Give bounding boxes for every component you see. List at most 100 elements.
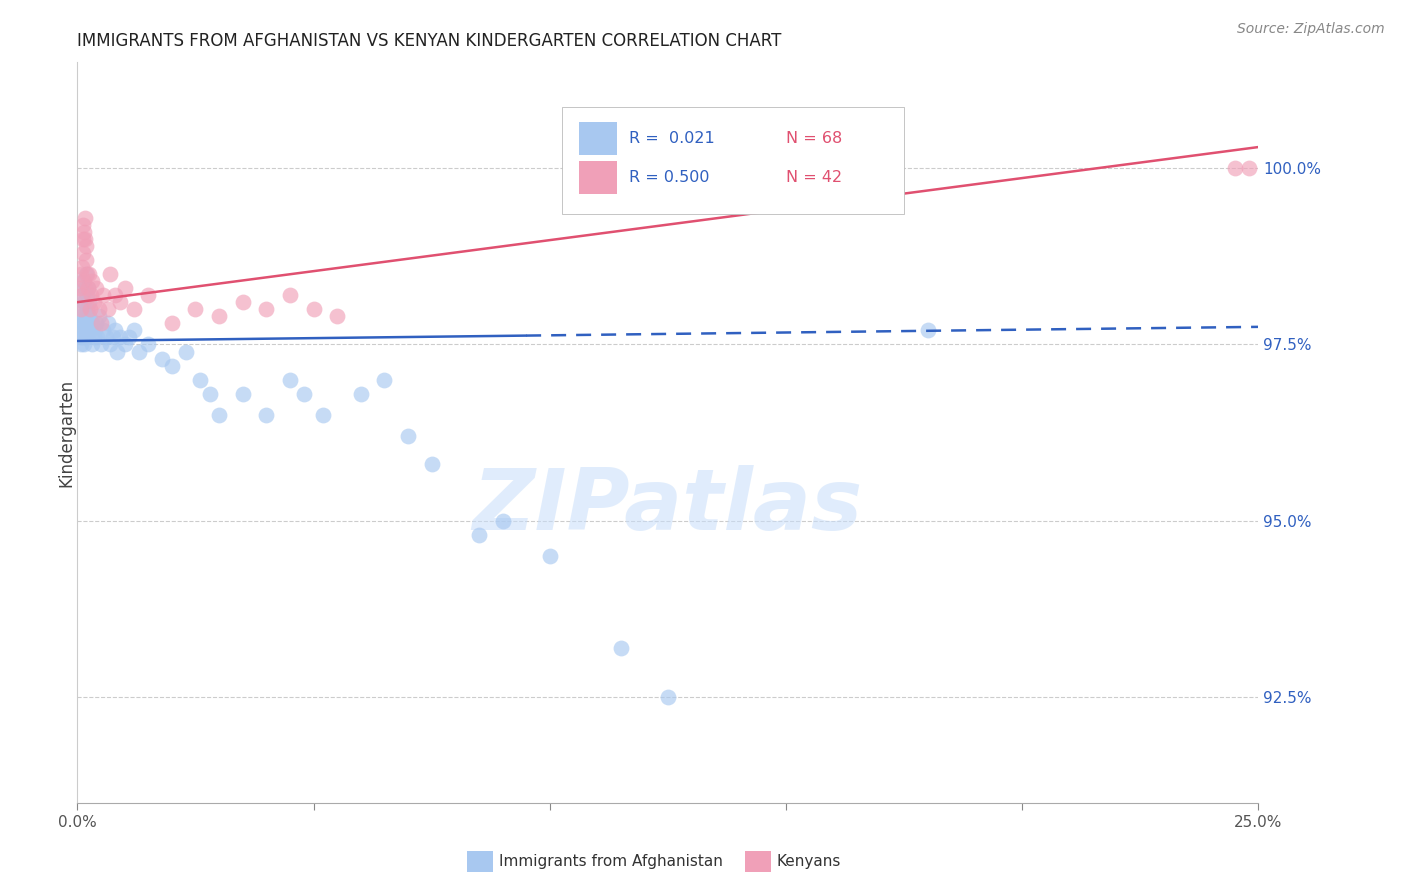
Point [87, 302, 110, 317]
Point [70, 260, 93, 274]
Bar [467, 851, 494, 871]
Point [79, 323, 101, 337]
Point [232, 295, 254, 310]
Point [70, 288, 93, 302]
Point [72, 245, 94, 260]
Point [1237, 161, 1260, 176]
Point [77, 281, 100, 295]
Point [73, 337, 96, 351]
Point [84, 323, 107, 337]
Point [72, 274, 94, 288]
Point [84, 316, 107, 330]
Point [80, 274, 103, 288]
Point [657, 690, 679, 704]
Point [609, 640, 631, 655]
Point [292, 387, 315, 401]
Point [72, 302, 94, 317]
Point [136, 288, 159, 302]
Point [100, 337, 122, 351]
Point [114, 337, 136, 351]
Point [90, 316, 112, 330]
Point [77, 267, 100, 281]
Point [491, 514, 513, 528]
Point [150, 351, 173, 366]
Point [97, 302, 120, 317]
Point [76, 316, 98, 330]
Point [69, 316, 91, 330]
Point [420, 458, 443, 472]
Point [198, 387, 221, 401]
Point [72, 232, 94, 246]
Point [1223, 161, 1246, 176]
Point [174, 344, 197, 359]
Text: Source: ZipAtlas.com: Source: ZipAtlas.com [1237, 22, 1385, 37]
Point [302, 302, 325, 317]
Point [70, 323, 93, 337]
Point [188, 373, 211, 387]
Point [83, 330, 105, 344]
Point [80, 316, 103, 330]
Point [91, 288, 114, 302]
Point [73, 281, 96, 295]
Point [396, 429, 419, 443]
Point [312, 408, 335, 422]
Point [70, 288, 93, 302]
Point [208, 310, 231, 324]
Point [75, 232, 97, 246]
Point [77, 310, 100, 324]
Point [72, 316, 94, 330]
Point [91, 323, 114, 337]
Point [69, 281, 91, 295]
Point [108, 295, 131, 310]
Point [160, 359, 183, 373]
Point [232, 387, 254, 401]
Point [84, 281, 107, 295]
Point [70, 302, 93, 317]
Point [69, 267, 91, 281]
Point [77, 295, 100, 310]
Point [75, 239, 97, 253]
Point [104, 323, 127, 337]
Text: N = 42: N = 42 [786, 169, 842, 185]
Point [73, 295, 96, 310]
Point [114, 281, 136, 295]
Point [326, 310, 349, 324]
Text: R =  0.021: R = 0.021 [628, 131, 714, 146]
Point [87, 310, 110, 324]
Point [184, 302, 207, 317]
Point [118, 330, 141, 344]
Point [75, 252, 97, 267]
Text: IMMIGRANTS FROM AFGHANISTAN VS KENYAN KINDERGARTEN CORRELATION CHART: IMMIGRANTS FROM AFGHANISTAN VS KENYAN KI… [77, 32, 782, 50]
Point [208, 408, 231, 422]
Point [104, 288, 127, 302]
Point [373, 373, 395, 387]
Point [79, 288, 101, 302]
Point [72, 218, 94, 232]
Point [278, 373, 301, 387]
Point [76, 288, 98, 302]
Point [97, 316, 120, 330]
Point [79, 302, 101, 317]
Point [73, 316, 96, 330]
Point [90, 337, 112, 351]
Point [350, 387, 373, 401]
Point [160, 316, 183, 330]
FancyBboxPatch shape [561, 107, 904, 214]
Point [75, 310, 97, 324]
Point [82, 337, 104, 351]
Text: Immigrants from Afghanistan: Immigrants from Afghanistan [499, 854, 723, 869]
Point [254, 408, 277, 422]
Text: N = 68: N = 68 [786, 131, 842, 146]
Point [136, 337, 159, 351]
Point [75, 267, 97, 281]
Point [86, 330, 108, 344]
Text: Kenyans: Kenyans [776, 854, 841, 869]
Point [76, 302, 98, 317]
Point [122, 302, 145, 317]
Point [75, 323, 97, 337]
Point [254, 302, 277, 317]
Point [72, 330, 94, 344]
Point [76, 281, 98, 295]
Point [94, 330, 117, 344]
Point [75, 330, 97, 344]
